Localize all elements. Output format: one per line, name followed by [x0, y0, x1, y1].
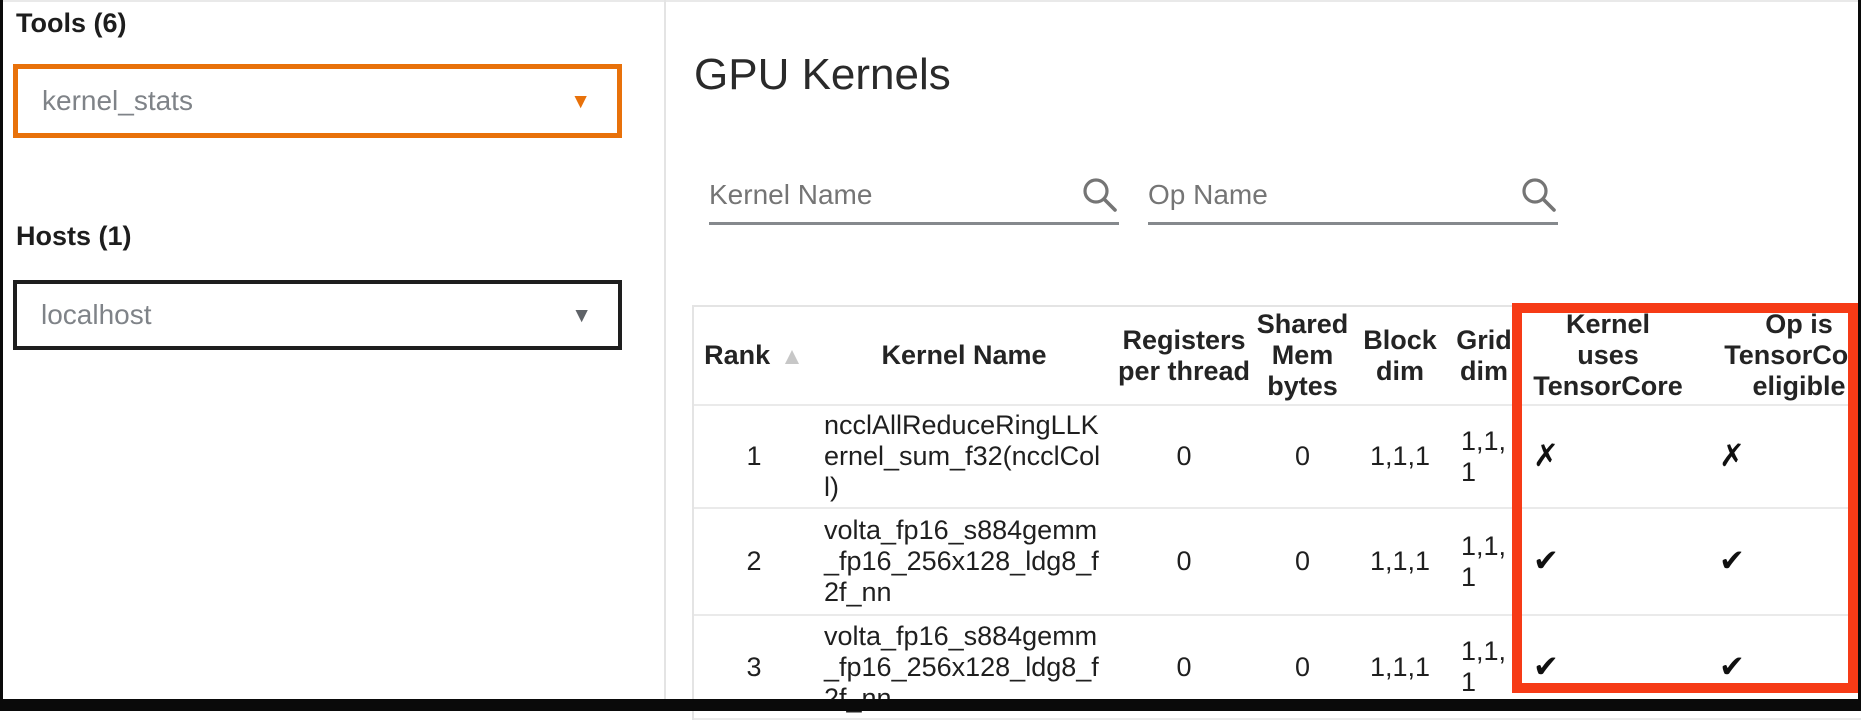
column-header-grid-dim[interactable]: Grid dim: [1456, 324, 1512, 386]
host-select-dropdown[interactable]: localhost ▼: [13, 280, 622, 350]
rank-cell: 3: [746, 651, 762, 682]
cross-icon: ✗: [1533, 438, 1559, 473]
column-header-op-is-tensorcore-eligible[interactable]: Op is TensorCore eligible: [1724, 309, 1861, 401]
column-header-block-dim[interactable]: Block dim: [1363, 324, 1437, 386]
tool-selected-value: kernel_stats: [42, 85, 193, 116]
kernel-name-filter[interactable]: [709, 168, 1119, 225]
cross-icon: ✗: [1719, 438, 1745, 473]
rank-cell: 1: [746, 441, 762, 471]
kernel-name-cell: ncclAllReduceRingLLKernel_sum_f32(ncclCo…: [824, 410, 1101, 502]
registers-per-thread-cell: 0: [1176, 546, 1192, 576]
host-selected-value: localhost: [41, 299, 152, 330]
dropdown-caret-icon: ▼: [570, 89, 591, 113]
shared-mem-bytes-cell: 0: [1294, 546, 1311, 576]
tool-select-dropdown[interactable]: kernel_stats ▼: [13, 64, 622, 138]
shared-mem-bytes-cell: 0: [1294, 441, 1311, 471]
window-right-edge: [1858, 0, 1861, 711]
shared-mem-bytes-cell: 0: [1294, 651, 1311, 682]
check-icon: ✔: [1533, 543, 1559, 578]
op-name-filter[interactable]: [1148, 168, 1558, 225]
sort-ascending-icon[interactable]: ▲: [780, 342, 804, 370]
table-row: 1 ncclAllReduceRingLLKernel_sum_f32(nccl…: [694, 406, 1861, 509]
page-title: GPU Kernels: [694, 50, 951, 99]
grid-dim-cell: 1,1,1: [1461, 425, 1507, 487]
check-icon: ✔: [1719, 648, 1745, 684]
grid-dim-cell: 1,1,1: [1461, 530, 1507, 592]
window-left-edge: [0, 0, 3, 711]
window-bottom-bar: [0, 699, 1861, 711]
grid-dim-cell: 1,1,1: [1461, 636, 1507, 697]
tools-section-label: Tools (6): [16, 8, 127, 38]
rank-cell: 2: [746, 546, 762, 576]
dropdown-caret-icon: ▼: [571, 303, 592, 327]
search-icon: [1522, 178, 1556, 212]
registers-per-thread-cell: 0: [1176, 441, 1192, 471]
block-dim-cell: 1,1,1: [1369, 651, 1431, 682]
table-header-row: Rank ▲ Kernel Name Registers per thread S…: [694, 305, 1861, 406]
kernel-name-cell: volta_fp16_s884gemm_fp16_256x128_ldg8_f2…: [824, 515, 1099, 607]
column-header-kernel-name[interactable]: Kernel Name: [881, 340, 1047, 370]
check-icon: ✔: [1533, 648, 1559, 684]
kernel-name-filter-input[interactable]: [709, 179, 1079, 211]
search-icon: [1083, 178, 1117, 212]
block-dim-cell: 1,1,1: [1369, 441, 1431, 471]
sidebar-divider: [664, 0, 666, 699]
column-header-registers-per-thread[interactable]: Registers per thread: [1117, 324, 1251, 386]
column-header-kernel-uses-tensorcore[interactable]: Kernel uses TensorCore: [1533, 309, 1683, 401]
column-header-rank[interactable]: Rank ▲: [704, 339, 804, 370]
column-header-shared-mem-bytes[interactable]: Shared Mem bytes: [1256, 309, 1349, 401]
kernel-stats-table: Rank ▲ Kernel Name Registers per thread S…: [692, 305, 1861, 720]
check-icon: ✔: [1719, 543, 1745, 578]
hosts-section-label: Hosts (1): [16, 221, 132, 251]
block-dim-cell: 1,1,1: [1369, 546, 1431, 576]
table-row: 2 volta_fp16_s884gemm_fp16_256x128_ldg8_…: [694, 509, 1861, 616]
op-name-filter-input[interactable]: [1148, 179, 1518, 211]
window-top-edge: [0, 0, 1861, 2]
registers-per-thread-cell: 0: [1176, 651, 1192, 682]
